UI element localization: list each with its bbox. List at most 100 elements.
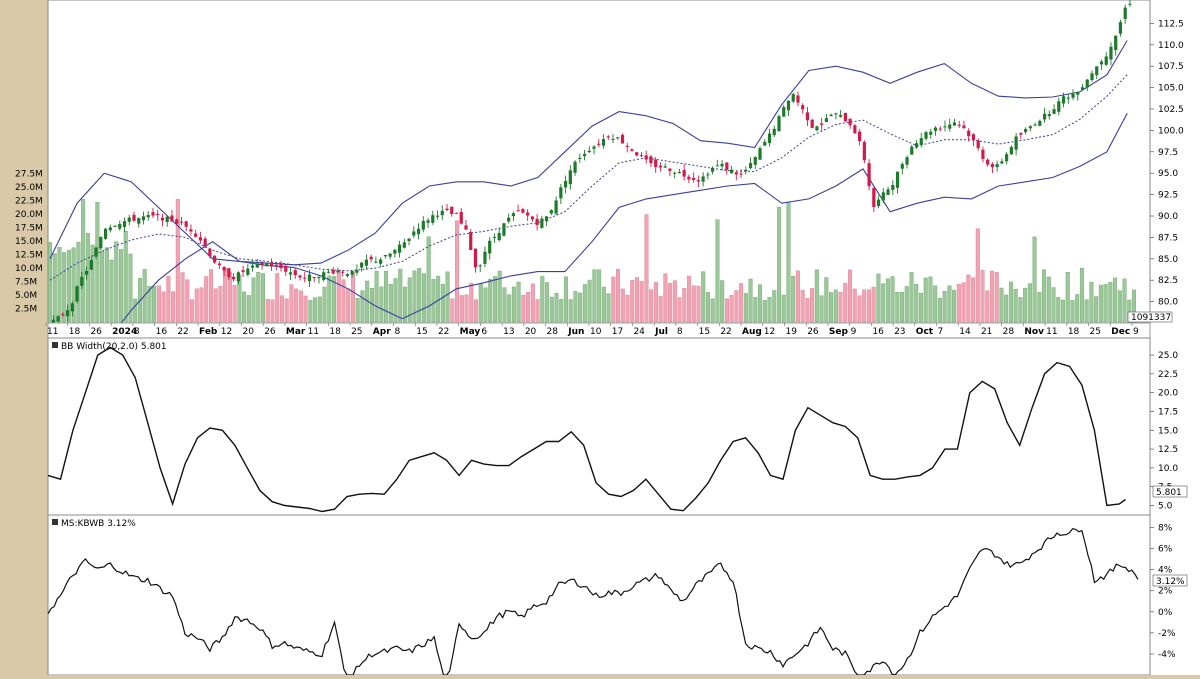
volume-bar <box>242 291 247 323</box>
volume-bar <box>421 273 426 323</box>
bb-width-line <box>47 346 1126 513</box>
volume-bar <box>426 236 431 323</box>
candle-body <box>554 200 558 214</box>
price-panel-background <box>47 0 1151 324</box>
volume-bar <box>1098 284 1103 323</box>
volume-bar <box>805 298 810 323</box>
candle-body <box>250 265 255 268</box>
volume-bar <box>857 295 862 323</box>
volume-bar <box>672 280 677 323</box>
volume-bar <box>384 271 389 323</box>
candle-body <box>862 142 866 161</box>
candle-body <box>108 227 112 231</box>
relative-strength-tick-label: 6% <box>1158 545 1173 555</box>
volume-bar <box>658 296 663 323</box>
volume-bar <box>298 290 303 323</box>
volume-bar <box>175 199 180 323</box>
candle-body <box>227 268 231 278</box>
volume-bar <box>918 292 923 323</box>
volume-bar <box>507 294 512 323</box>
volume-bar <box>871 286 876 323</box>
candle-body <box>644 155 648 160</box>
price-tick-label: 107.5 <box>1158 62 1184 72</box>
volume-bar <box>1075 294 1080 323</box>
volume-bar <box>469 283 474 323</box>
candle-body <box>383 255 387 257</box>
volume-tick-label: 25.0M <box>15 183 43 193</box>
candle-body <box>938 128 942 130</box>
candle-body <box>563 180 568 188</box>
volume-bar <box>691 285 696 323</box>
candle-body <box>1033 124 1037 126</box>
volume-bar <box>582 284 587 323</box>
bb-width-value-label: 5.801 <box>1156 488 1182 498</box>
candle-body <box>1000 161 1004 164</box>
volume-bar <box>862 289 867 323</box>
volume-bar <box>758 284 763 323</box>
volume-bar <box>526 292 531 323</box>
relative-strength-value-label: 3.12% <box>1156 577 1185 587</box>
candle-body <box>473 248 478 268</box>
bb-width-tick-label: 20.0 <box>1158 389 1178 399</box>
candle-body <box>412 231 416 236</box>
candle-body <box>1095 66 1099 76</box>
volume-bar <box>57 246 62 323</box>
volume-bar <box>403 286 408 323</box>
candle-body <box>341 271 345 273</box>
volume-bar <box>971 277 976 323</box>
candle-body <box>748 163 753 169</box>
volume-bar <box>166 276 171 323</box>
volume-bar <box>592 269 597 323</box>
x-tick-label: 7 <box>938 327 944 337</box>
candle-body <box>559 187 563 199</box>
candle-body <box>1066 97 1070 99</box>
candle-body <box>967 130 971 137</box>
candle-body <box>1123 7 1127 19</box>
volume-bar <box>52 253 57 323</box>
relative-strength-tick-label: 0% <box>1158 608 1173 618</box>
volume-bar <box>540 276 545 323</box>
volume-bar <box>76 241 81 323</box>
volume-bar <box>1027 283 1032 323</box>
volume-bar <box>791 275 796 323</box>
volume-bar <box>563 276 568 323</box>
volume-bar <box>909 272 914 323</box>
volume-bar <box>180 272 185 323</box>
candle-body <box>540 218 544 228</box>
x-tick-label-month: May <box>460 327 481 337</box>
candle-body <box>232 276 236 280</box>
candle-body <box>56 316 60 322</box>
volume-bar <box>147 286 152 323</box>
x-tick-label: 16 <box>872 327 884 337</box>
candle-body <box>70 303 74 312</box>
x-tick-label: 24 <box>633 327 645 337</box>
candle-body <box>654 159 658 168</box>
candle-body <box>203 238 207 247</box>
volume-bar <box>407 277 412 323</box>
volume-bar <box>1084 299 1089 323</box>
volume-bar <box>483 287 488 323</box>
candle-body <box>981 149 985 159</box>
x-tick-label: 22 <box>720 327 731 337</box>
candle-body <box>160 217 165 221</box>
candle-body <box>113 225 117 227</box>
candle-body <box>80 276 84 286</box>
bb-lower-line <box>49 113 1128 388</box>
volume-bar <box>1051 287 1056 323</box>
price-panel: 80.082.585.087.590.092.595.097.5100.0102… <box>15 0 1184 388</box>
candle-body <box>127 217 131 222</box>
relative-strength-tick-label: 8% <box>1158 524 1173 534</box>
volume-bar <box>417 268 422 323</box>
candle-body <box>165 216 169 223</box>
volume-bar <box>705 292 710 323</box>
candle-body <box>307 274 312 282</box>
volume-bar <box>379 286 384 323</box>
volume-bar <box>530 283 535 323</box>
candle-body <box>696 180 700 182</box>
candle-body <box>668 168 672 171</box>
x-tick-label: 15 <box>416 327 427 337</box>
volume-bar <box>171 291 176 323</box>
x-tick-label-month: Feb <box>199 327 218 337</box>
volume-bar <box>218 285 223 323</box>
volume-bar <box>95 201 100 323</box>
